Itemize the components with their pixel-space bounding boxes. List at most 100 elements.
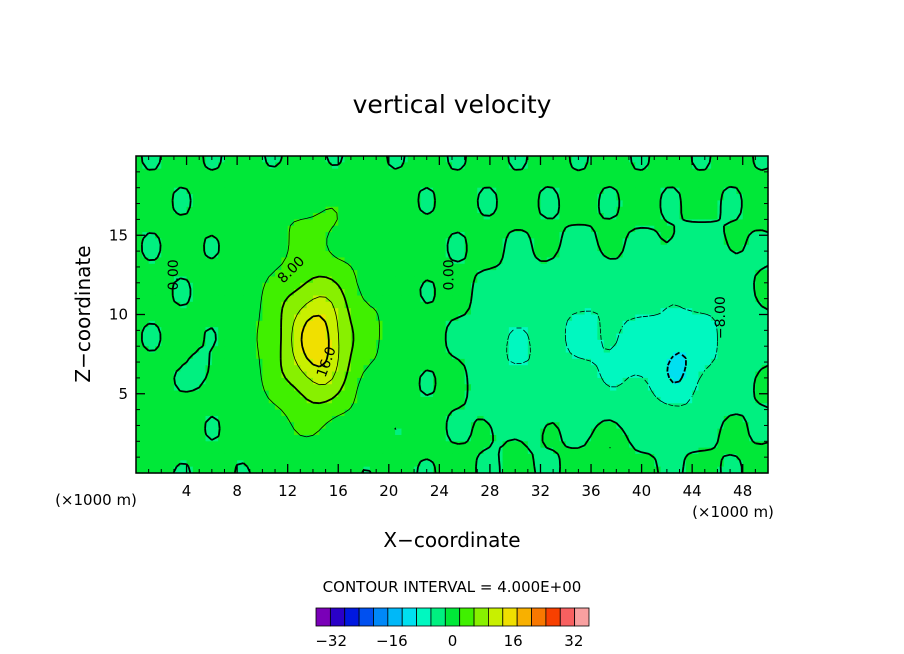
field-cell — [136, 194, 143, 201]
field-cell — [711, 384, 719, 392]
field-cell — [679, 409, 687, 417]
field-cell — [711, 447, 719, 455]
field-cell — [401, 263, 409, 271]
field-cell — [426, 168, 434, 176]
field-cell — [591, 365, 598, 373]
field-cell — [736, 422, 744, 430]
field-cell — [660, 466, 668, 474]
field-cell — [641, 156, 649, 163]
field-cell — [452, 308, 459, 316]
field-cell — [723, 422, 731, 430]
field-cell — [679, 333, 687, 341]
field-cell — [262, 270, 270, 278]
field-cell — [723, 441, 731, 449]
field-cell — [154, 301, 162, 309]
field-cell — [742, 428, 750, 436]
field-cell — [704, 232, 712, 240]
field-cell — [401, 276, 409, 284]
field-cell — [685, 289, 693, 297]
field-cell — [325, 371, 333, 379]
field-cell — [698, 282, 706, 290]
field-cell — [622, 232, 630, 240]
field-cell — [660, 194, 668, 201]
field-cell — [508, 244, 516, 252]
field-cell — [477, 295, 485, 303]
field-cell — [287, 377, 295, 385]
field-cell — [312, 371, 320, 379]
field-cell — [755, 276, 763, 284]
field-cell — [654, 352, 662, 360]
field-cell — [433, 270, 440, 278]
field-cell — [230, 390, 238, 398]
field-cell — [647, 365, 655, 373]
field-cell — [154, 270, 162, 278]
field-cell — [597, 308, 605, 316]
field-cell — [698, 263, 706, 271]
field-cell — [344, 403, 352, 411]
field-cell — [344, 219, 352, 227]
field-cell — [610, 441, 617, 449]
field-cell — [319, 396, 327, 404]
field-cell — [338, 396, 346, 404]
field-cell — [723, 200, 731, 208]
field-cell — [489, 320, 497, 328]
field-cell — [685, 403, 693, 411]
field-cell — [230, 460, 238, 468]
field-cell — [565, 320, 573, 328]
field-cell — [382, 460, 390, 468]
field-cell — [414, 460, 421, 468]
field-cell — [243, 333, 251, 341]
field-cell — [666, 377, 674, 385]
field-cell — [287, 396, 295, 404]
field-cell — [515, 428, 523, 436]
field-cell — [237, 466, 245, 474]
field-cell — [591, 308, 598, 316]
field-cell — [262, 301, 270, 309]
field-cell — [414, 409, 421, 417]
field-cell — [382, 365, 390, 373]
field-cell — [483, 352, 491, 360]
field-cell — [628, 434, 636, 442]
field-cell — [489, 441, 497, 449]
field-cell — [508, 301, 516, 309]
field-cell — [199, 238, 207, 246]
field-cell — [256, 289, 263, 297]
field-cell — [426, 447, 434, 455]
field-cell — [224, 453, 232, 461]
field-cell — [698, 339, 706, 347]
field-cell — [698, 187, 706, 195]
field-cell — [439, 289, 447, 297]
field-cell — [502, 200, 510, 208]
field-cell — [281, 396, 289, 404]
field-cell — [698, 403, 706, 411]
field-cell — [679, 181, 687, 189]
field-cell — [167, 339, 175, 347]
field-cell — [186, 187, 194, 195]
field-cell — [148, 403, 156, 411]
field-cell — [211, 409, 219, 417]
field-cell — [224, 257, 232, 265]
field-cell — [692, 187, 700, 195]
field-cell — [673, 314, 681, 322]
field-cell — [521, 200, 529, 208]
field-cell — [679, 434, 687, 442]
field-cell — [553, 276, 561, 284]
field-cell — [761, 156, 769, 163]
field-cell — [477, 384, 485, 392]
field-cell — [584, 213, 592, 220]
field-cell — [300, 194, 308, 201]
field-cell — [275, 441, 282, 449]
field-cell — [154, 371, 162, 379]
field-cell — [470, 219, 478, 227]
field-cell — [395, 434, 403, 442]
field-cell — [294, 346, 301, 354]
field-cell — [205, 327, 213, 335]
field-cell — [622, 453, 630, 461]
field-cell — [414, 384, 421, 392]
field-cell — [167, 219, 175, 227]
field-cell — [338, 301, 346, 309]
field-cell — [610, 371, 617, 379]
field-cell — [136, 396, 143, 404]
field-cell — [496, 377, 504, 385]
